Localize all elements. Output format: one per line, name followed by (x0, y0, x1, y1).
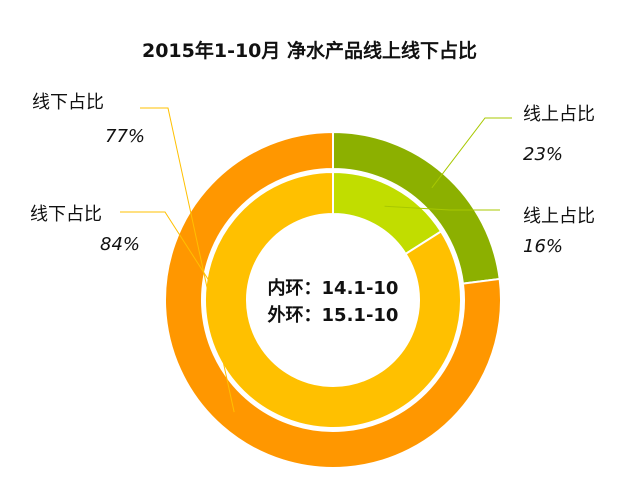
inner-ring-label-0: 线上占比 (523, 206, 595, 227)
center-label-inner: 内环：14.1-10 (268, 277, 399, 299)
outer-ring-label-1: 线下占比 (32, 92, 104, 113)
outer-ring-value-0: 23% (523, 144, 563, 165)
outer-ring-value-1: 77% (105, 126, 145, 147)
outer-ring-leader-line-0 (431, 117, 512, 189)
inner-ring-leader-line-1 (120, 211, 282, 395)
inner-ring-label-1: 线下占比 (30, 204, 102, 225)
chart-title: 2015年1-10月 净水产品线上线下占比 (141, 40, 478, 62)
inner-ring-value-1: 84% (100, 234, 140, 255)
inner-ring-value-0: 16% (523, 236, 563, 257)
outer-ring-slice-offline (164, 130, 502, 469)
outer-ring-label-0: 线上占比 (523, 104, 595, 125)
inner-ring-slice-offline (204, 170, 462, 429)
outer-ring-leader-line-1 (140, 107, 235, 413)
inner-ring-leader-line-0 (384, 205, 500, 211)
center-label-outer: 外环：15.1-10 (268, 304, 399, 326)
